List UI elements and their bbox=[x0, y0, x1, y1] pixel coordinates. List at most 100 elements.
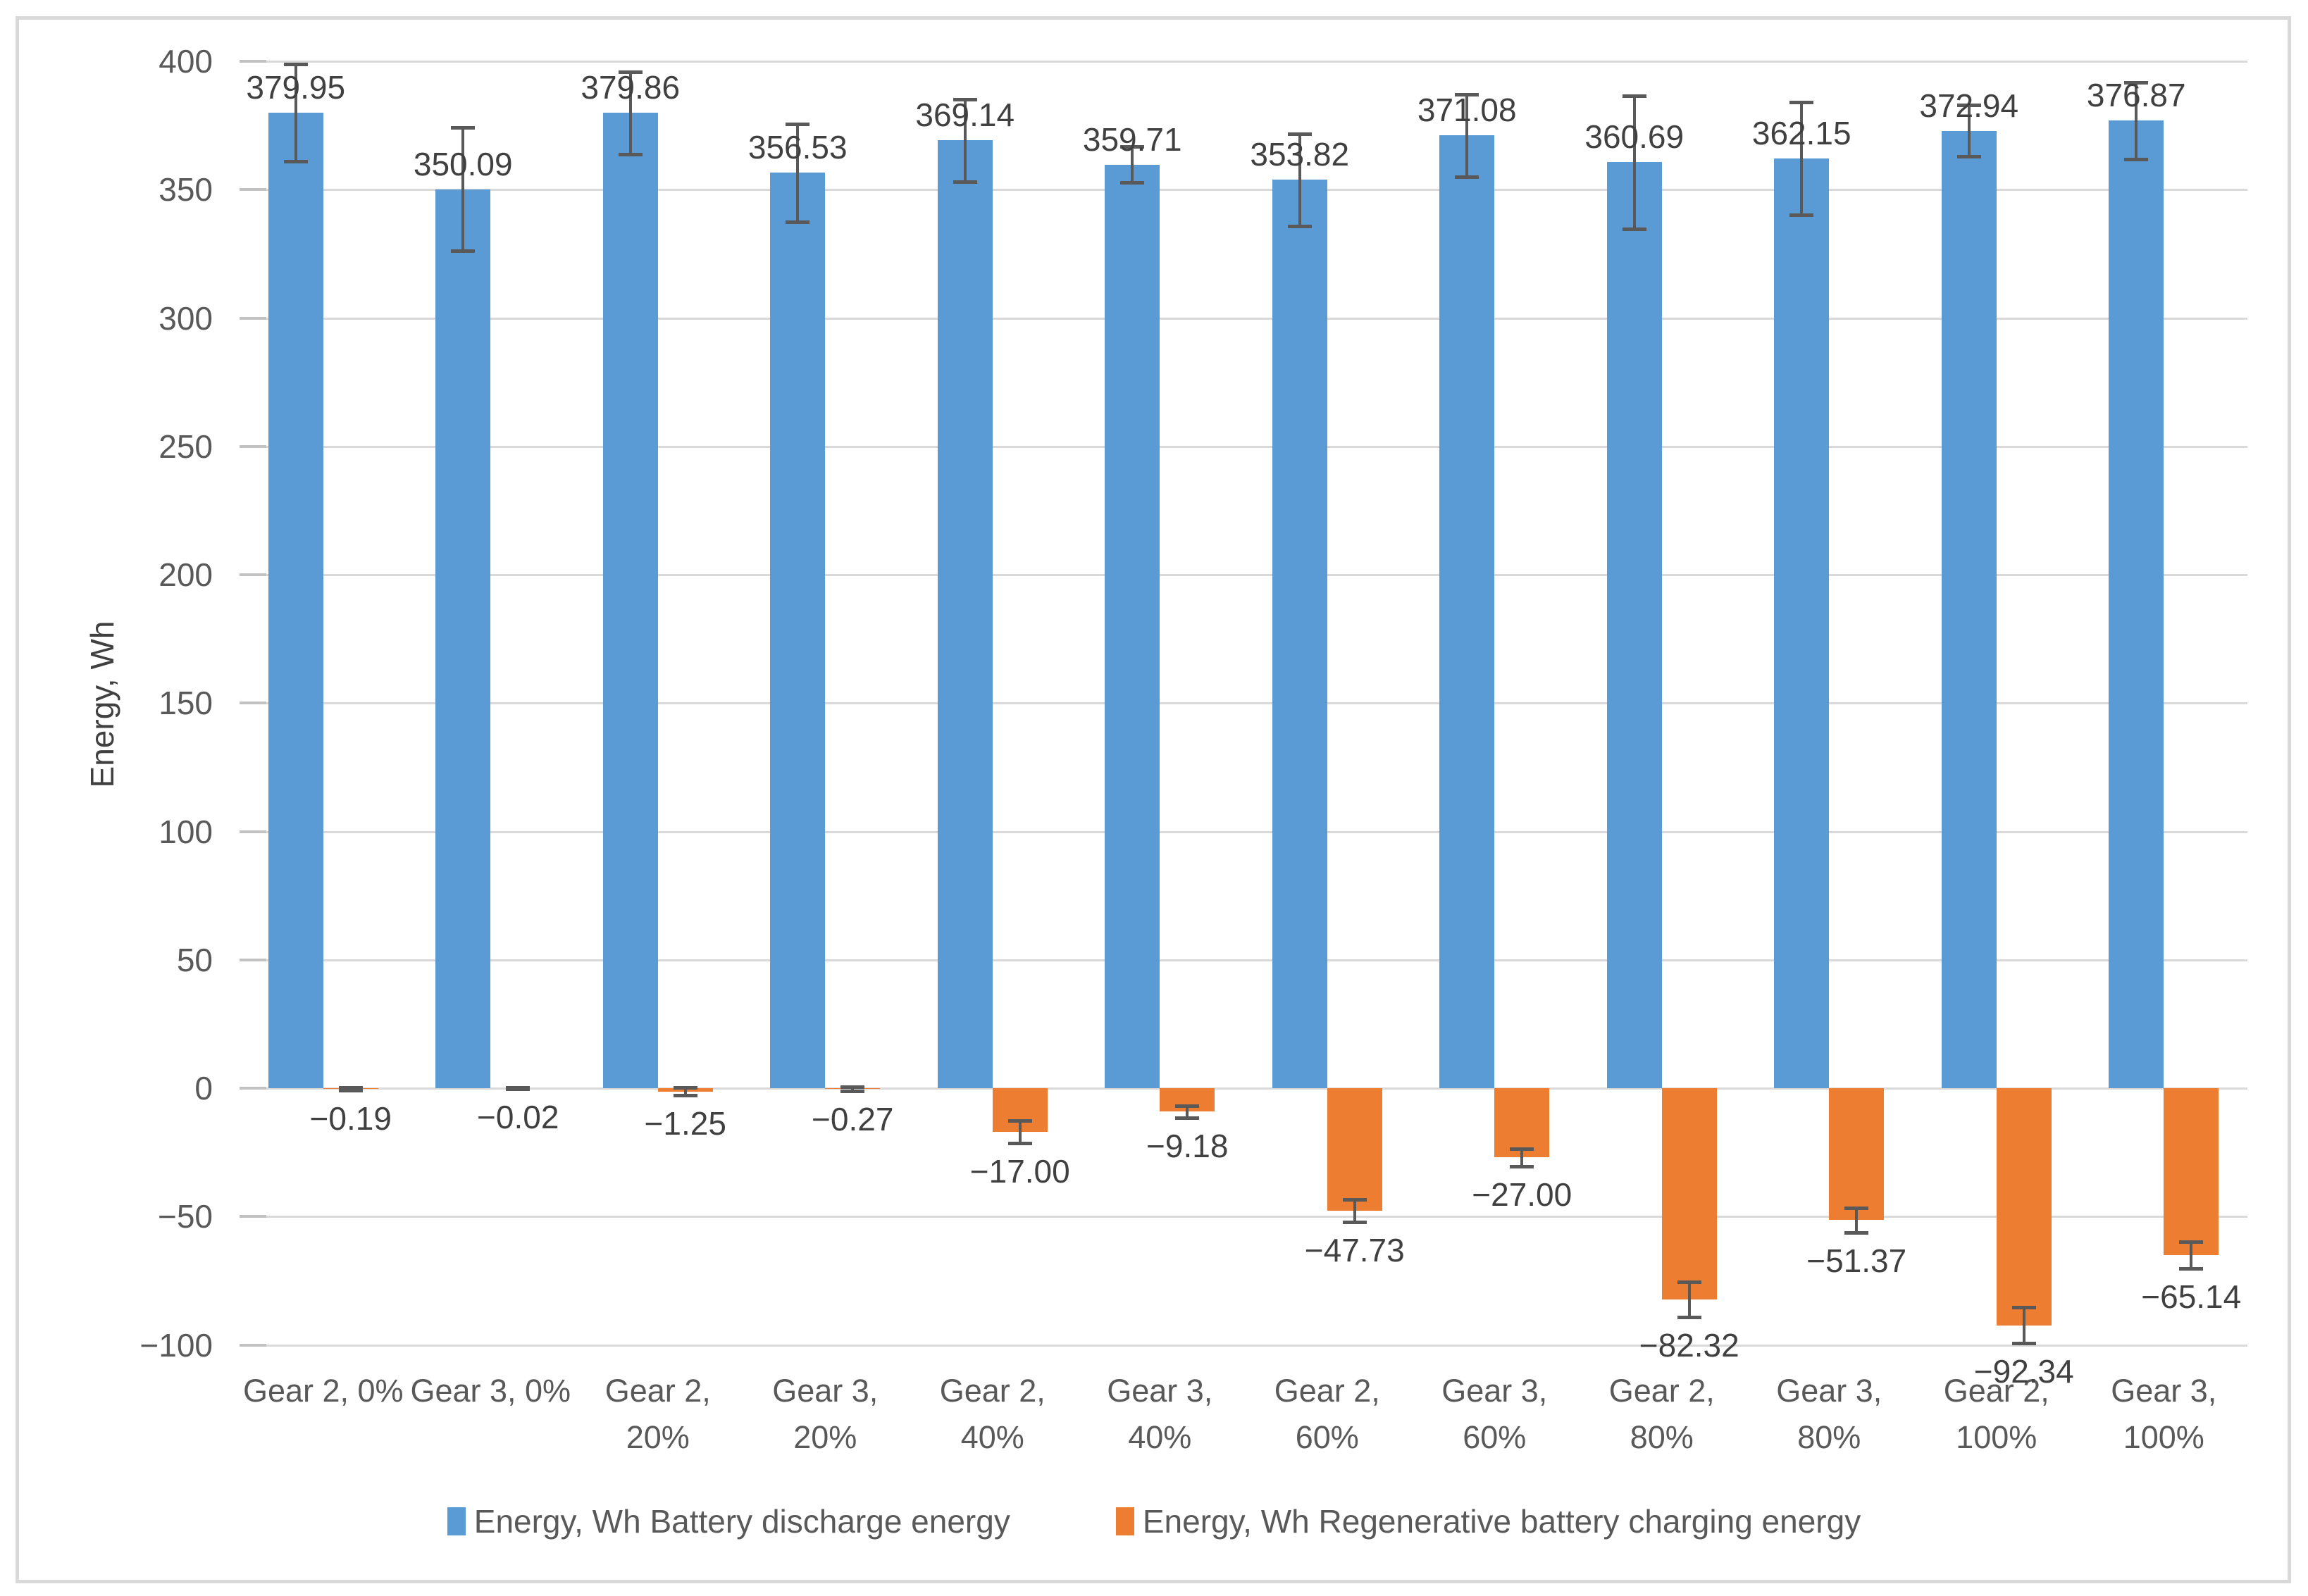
legend-item-discharge: Energy, Wh Battery discharge energy bbox=[447, 1502, 1010, 1541]
x-category-label-line1: Gear 2, bbox=[1274, 1373, 1380, 1409]
error-bar-cap bbox=[1342, 1198, 1367, 1202]
gridline bbox=[240, 189, 2247, 192]
error-bar bbox=[628, 72, 632, 154]
x-category-label: Gear 3, 80% bbox=[1746, 1368, 1913, 1461]
error-bar bbox=[1520, 1148, 1524, 1167]
data-label-charging: −0.19 bbox=[309, 1099, 392, 1137]
x-category-label: Gear 3, 60% bbox=[1411, 1368, 1579, 1461]
gridline bbox=[240, 1216, 2247, 1218]
y-axis-tick bbox=[240, 830, 266, 833]
error-bar-cap bbox=[2011, 1342, 2036, 1346]
x-category-label-line2: 80% bbox=[1797, 1419, 1861, 1455]
error-bar-cap bbox=[1342, 1220, 1367, 1224]
error-bar-cap bbox=[1844, 1230, 1869, 1235]
gridline bbox=[240, 574, 2247, 576]
error-bar-cap bbox=[1956, 155, 1981, 159]
legend-item-charging: Energy, Wh Regenerative battery charging… bbox=[1115, 1502, 1861, 1541]
gridline bbox=[240, 1087, 2247, 1090]
data-label-charging: −1.25 bbox=[644, 1105, 726, 1142]
chart-legend: Energy, Wh Battery discharge energy Ener… bbox=[0, 1502, 2308, 1541]
error-bar-cap bbox=[2179, 1267, 2204, 1271]
error-bar-cap bbox=[786, 220, 810, 224]
data-label-discharge: 376.87 bbox=[2086, 77, 2186, 114]
y-axis-tick bbox=[240, 316, 266, 320]
data-label-discharge: 369.14 bbox=[915, 96, 1015, 134]
error-bar-cap bbox=[1789, 100, 1814, 104]
error-bar-cap bbox=[2011, 1306, 2036, 1310]
error-bar-cap bbox=[2124, 157, 2149, 161]
bar-battery-discharge bbox=[602, 113, 658, 1088]
bar-battery-discharge bbox=[937, 140, 993, 1088]
y-tick-label: −100 bbox=[139, 1326, 213, 1364]
data-label-charging: −0.27 bbox=[812, 1101, 894, 1138]
bar-battery-discharge bbox=[268, 113, 323, 1088]
error-bar-cap bbox=[953, 180, 977, 184]
error-bar bbox=[2135, 82, 2138, 159]
x-category-label-line2: 40% bbox=[1128, 1419, 1192, 1455]
data-label-discharge: 353.82 bbox=[1250, 136, 1350, 173]
data-label-charging: −9.18 bbox=[1146, 1127, 1229, 1164]
x-category-label-line1: Gear 3, bbox=[772, 1373, 879, 1409]
error-bar-cap bbox=[1789, 213, 1814, 218]
error-bar-cap bbox=[1622, 94, 1646, 98]
y-tick-label: 200 bbox=[159, 556, 213, 593]
error-bar-cap bbox=[786, 123, 810, 127]
x-category-label: Gear 2, 0% bbox=[240, 1368, 407, 1414]
bar-battery-discharge bbox=[1941, 130, 1997, 1088]
error-bar bbox=[461, 127, 465, 251]
bar-regenerative-charging bbox=[1661, 1088, 1717, 1300]
bar-battery-discharge bbox=[1105, 164, 1160, 1088]
error-bar-cap bbox=[1956, 104, 1981, 108]
bar-battery-discharge bbox=[435, 189, 491, 1088]
x-category-label-line2: 100% bbox=[2123, 1419, 2204, 1455]
x-category-label-line1: Gear 3, bbox=[1107, 1373, 1213, 1409]
x-category-label: Gear 2, 40% bbox=[909, 1368, 1077, 1461]
data-label-charging: −51.37 bbox=[1806, 1242, 1907, 1279]
x-category-label-line2: 80% bbox=[1630, 1419, 1694, 1455]
error-bar-cap bbox=[506, 1087, 531, 1092]
error-bar-cap bbox=[2179, 1240, 2204, 1245]
data-label-discharge: 371.08 bbox=[1417, 92, 1517, 129]
error-bar-cap bbox=[1287, 132, 1312, 136]
x-category-label: Gear 2, 100% bbox=[1913, 1368, 2080, 1461]
y-axis-tick bbox=[240, 60, 266, 63]
error-bar-cap bbox=[618, 70, 643, 75]
error-bar bbox=[1465, 94, 1469, 177]
x-category-label: Gear 2, 60% bbox=[1243, 1368, 1411, 1461]
error-bar-cap bbox=[618, 152, 643, 156]
data-label-charging: −0.02 bbox=[477, 1099, 559, 1136]
x-category-label-line1: Gear 3, bbox=[1441, 1373, 1548, 1409]
data-label-discharge: 356.53 bbox=[747, 129, 848, 166]
x-category-label-line1: Gear 2, bbox=[1943, 1373, 2049, 1409]
y-axis-tick bbox=[240, 1215, 266, 1218]
y-tick-label: −50 bbox=[157, 1198, 213, 1235]
error-bar-cap bbox=[840, 1090, 865, 1094]
error-bar-cap bbox=[1120, 145, 1145, 149]
error-bar bbox=[1131, 146, 1134, 183]
error-bar-cap bbox=[338, 1088, 363, 1092]
bar-battery-discharge bbox=[1272, 180, 1327, 1088]
bar-battery-discharge bbox=[2109, 120, 2164, 1088]
bar-regenerative-charging bbox=[2164, 1088, 2219, 1256]
error-bar-cap bbox=[1175, 1116, 1200, 1120]
x-category-label-line1: Gear 3, 0% bbox=[410, 1373, 571, 1409]
data-label-charging: −82.32 bbox=[1639, 1326, 1739, 1364]
error-bar bbox=[1800, 101, 1804, 216]
error-bar bbox=[1018, 1120, 1022, 1144]
gridline bbox=[240, 317, 2247, 320]
bar-battery-discharge bbox=[1774, 158, 1830, 1088]
x-category-label: Gear 3, 40% bbox=[1077, 1368, 1244, 1461]
error-bar-cap bbox=[338, 1085, 363, 1090]
y-axis-tick bbox=[240, 702, 266, 705]
legend-label-charging: Energy, Wh Regenerative battery charging… bbox=[1142, 1503, 1861, 1540]
y-axis-tick bbox=[240, 958, 266, 961]
error-bar bbox=[1186, 1106, 1189, 1118]
error-bar bbox=[683, 1087, 687, 1095]
error-bar-cap bbox=[840, 1085, 865, 1089]
bar-regenerative-charging bbox=[1494, 1088, 1550, 1158]
y-tick-label: 100 bbox=[159, 813, 213, 850]
gridline bbox=[240, 1344, 2247, 1347]
error-bar bbox=[796, 124, 800, 222]
x-category-label: Gear 2, 20% bbox=[574, 1368, 742, 1461]
